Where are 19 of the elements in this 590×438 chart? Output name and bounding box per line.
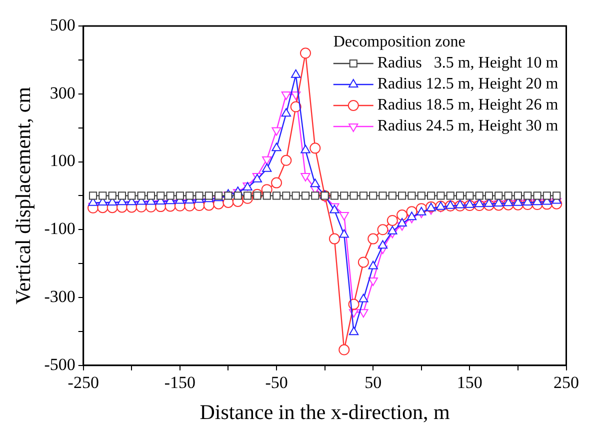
x-axis-title: Distance in the x-direction, m [200,400,450,424]
y-axis-title: Vertical displacement, cm [11,86,36,304]
x-tick-label: -250 [68,373,99,392]
x-tick-label: 50 [364,373,382,392]
legend-label: Radius 18.5 m, Height 26 m [377,96,559,114]
y-tick-label: -100 [44,219,76,238]
x-tick-label: 250 [554,373,579,392]
y-tick-label: 500 [50,15,76,34]
legend-label: Radius 12.5 m, Height 20 m [377,76,559,93]
y-tick-label: -300 [44,286,76,306]
legend-label: Radius 3.5 m, Height 10 m [377,54,559,72]
legend-label: Radius 24.5 m, Height 30 m [377,118,559,135]
x-tick-label: -50 [265,373,288,392]
x-tick-label: 150 [456,373,482,392]
y-tick-label: 100 [50,151,76,170]
legend-title: Decomposition zone [333,34,466,51]
y-tick-label: 300 [50,83,76,102]
x-tick-label: -150 [164,373,196,392]
y-tick-label: -500 [44,354,76,374]
